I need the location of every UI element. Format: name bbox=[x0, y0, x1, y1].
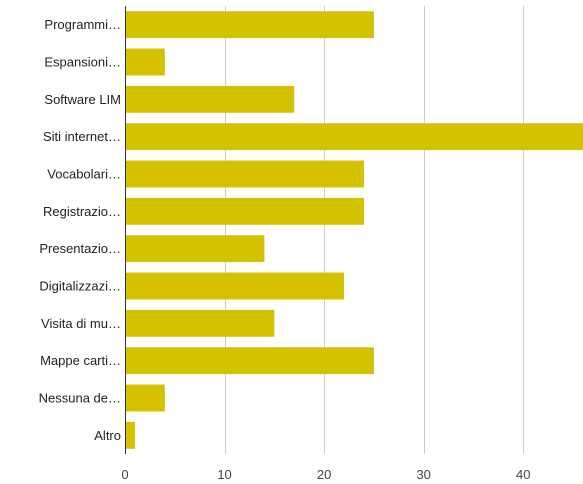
x-tick-label: 10 bbox=[217, 467, 231, 482]
bar bbox=[125, 347, 374, 375]
category-label: Nessuna de… bbox=[39, 391, 121, 406]
bar bbox=[125, 384, 165, 412]
bar bbox=[125, 309, 275, 337]
category-label: Registrazio… bbox=[43, 204, 121, 219]
bars bbox=[125, 11, 583, 449]
category-labels: Programmi… Espansioni… Software LIM Siti in… bbox=[39, 17, 121, 443]
bar bbox=[125, 48, 165, 76]
bar bbox=[125, 160, 364, 188]
bar bbox=[125, 197, 364, 225]
category-label: Espansioni… bbox=[44, 55, 121, 70]
x-tick-label: 30 bbox=[416, 467, 430, 482]
category-label: Digitalizzazi… bbox=[39, 279, 121, 294]
category-label: Software LIM bbox=[44, 92, 121, 107]
x-tick-label: 0 bbox=[121, 467, 128, 482]
category-label: Vocabolari… bbox=[47, 167, 121, 182]
bar bbox=[125, 85, 295, 113]
bar bbox=[125, 11, 374, 39]
category-label: Mappe carti… bbox=[40, 353, 121, 368]
bar bbox=[125, 272, 345, 300]
bar bbox=[125, 235, 265, 263]
bar bbox=[125, 421, 135, 449]
x-tick-label: 20 bbox=[317, 467, 331, 482]
x-tick-label: 40 bbox=[516, 467, 530, 482]
category-label: Siti internet… bbox=[43, 129, 121, 144]
category-label: Visita di mu… bbox=[41, 316, 121, 331]
grid-lines bbox=[225, 6, 524, 454]
category-label: Altro bbox=[94, 428, 121, 443]
x-tick-labels: 0 10 20 30 40 bbox=[121, 467, 530, 482]
category-label: Presentazio… bbox=[39, 241, 121, 256]
bar bbox=[125, 123, 583, 151]
category-label: Programmi… bbox=[44, 17, 121, 32]
